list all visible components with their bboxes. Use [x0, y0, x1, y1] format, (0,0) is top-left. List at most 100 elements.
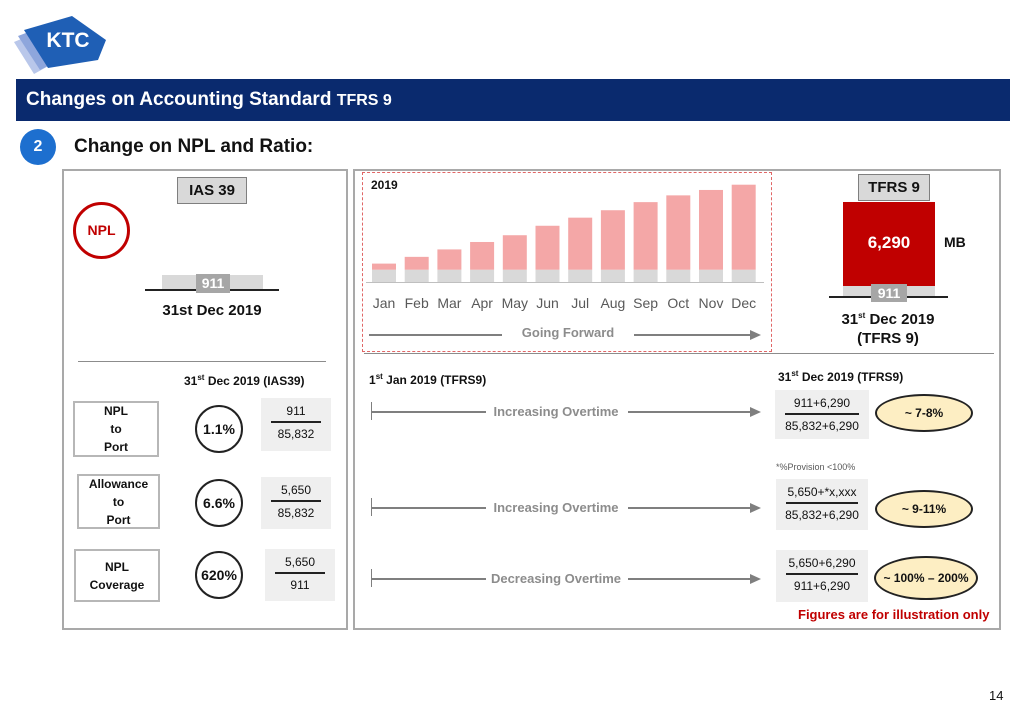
bar-increase-mar [437, 249, 462, 270]
forward-line-right [634, 334, 752, 336]
bar-base-sep [633, 269, 658, 282]
fraction-bar [271, 500, 321, 502]
ktc-logo: KTC [12, 14, 112, 76]
bar-increase-aug [600, 210, 625, 270]
denominator: 85,832 [277, 427, 315, 441]
trend-label: Increasing Overtime [493, 404, 619, 419]
tick-label-nov: Nov [699, 295, 724, 311]
tick-label-may: May [502, 295, 528, 311]
row-label-npl-to-port: NPL to Port [73, 401, 159, 457]
timeline-line [628, 507, 751, 509]
ias39-table-heading: 31st Dec 2019 (IAS39) [184, 373, 305, 388]
numerator: 5,650 [284, 555, 316, 569]
ratio-allowance-to-port: 6.6% [195, 479, 243, 527]
fraction-npl-to-port: 911 85,832 [261, 398, 331, 451]
bar-base-jun [535, 269, 560, 282]
bar-base-may [502, 269, 527, 282]
result-oval-npl-to-port: ~ 7-8% [875, 394, 973, 432]
denominator: 911 [290, 578, 310, 592]
ias39-label: IAS 39 [177, 177, 247, 204]
illustration-footnote: Figures are for illustration only [798, 607, 990, 622]
tfrs9-date: 31st Dec 2019 [841, 311, 935, 328]
row-label-npl-coverage: NPL Coverage [74, 549, 160, 602]
tick-label-dec: Dec [731, 295, 756, 311]
npl-monthly-chart: Jan Feb Mar Apr May Jun Jul Aug Sep Oct Nov Dec [366, 184, 764, 311]
denominator: 85,832+6,290 [785, 508, 859, 522]
ratio-npl-to-port: 1.1% [195, 405, 243, 453]
going-forward-label: Going Forward [521, 325, 615, 340]
unit-label: MB [944, 234, 966, 250]
denominator: 85,832+6,290 [785, 419, 859, 433]
tfrs9-fraction-allowance-to-port: 5,650+*x,xxx 85,832+6,290 [776, 479, 868, 530]
fraction-bar [271, 421, 321, 423]
tfrs9-date-line2: (TFRS 9) [857, 330, 919, 347]
tick-label-jan: Jan [373, 295, 396, 311]
tfrs9-fraction-npl-coverage: 5,650+6,290 911+6,290 [776, 550, 868, 602]
arrowhead [750, 574, 761, 584]
numerator: 911+6,290 [793, 396, 851, 410]
fraction-bar [275, 572, 325, 574]
fraction-bar [786, 573, 858, 575]
tick-label-sep: Sep [633, 295, 658, 311]
start-date-heading: 1st Jan 2019 (TFRS9) [369, 372, 487, 387]
arrowhead [750, 407, 761, 417]
divider [364, 353, 994, 354]
bar-increase-jun [535, 225, 560, 270]
row-label-allowance-to-port: Allowance to Port [77, 474, 160, 529]
timeline-line [371, 578, 486, 580]
numerator: 5,650 [280, 483, 312, 497]
tfrs9-new-value: 6,290 [867, 233, 911, 252]
fraction-allowance-to-port: 5,650 85,832 [261, 477, 331, 529]
tick-label-aug: Aug [600, 295, 625, 311]
tfrs9-new-npl-bar [843, 202, 935, 286]
tfrs9-base-value: 911 [871, 284, 907, 302]
bar-increase-jan [372, 263, 396, 270]
chart-title: 2019 [371, 178, 398, 192]
bar-increase-may [502, 235, 527, 270]
denominator: 911+6,290 [793, 579, 851, 593]
provision-note: *%Provision <100% [776, 462, 856, 472]
result-oval-npl-coverage: ~ 100% – 200% [874, 556, 978, 600]
ias39-panel [62, 169, 348, 630]
bar-base-mar [437, 269, 462, 282]
bar-increase-dec [731, 184, 756, 270]
timeline-line [371, 507, 486, 509]
tfrs9-panel [353, 169, 1001, 630]
denominator: 85,832 [277, 506, 315, 520]
tick-label-jun: Jun [536, 295, 559, 311]
numerator: 5,650+*x,xxx [787, 485, 857, 499]
bar-increase-feb [404, 256, 429, 270]
fraction-bar [786, 502, 858, 504]
tfrs9-fraction-npl-to-port: 911+6,290 85,832+6,290 [775, 390, 869, 439]
ias39-date: 31st Dec 2019 [162, 302, 262, 319]
timeline-line [371, 411, 486, 413]
tick-label-oct: Oct [667, 295, 689, 311]
numerator: 5,650+6,290 [788, 556, 856, 570]
bar-base-apr [470, 269, 495, 282]
trend-label: Increasing Overtime [493, 500, 619, 515]
bar-base-dec [731, 269, 756, 282]
tick-label-apr: Apr [471, 295, 493, 311]
npl-value-ias39: 911 [196, 274, 230, 293]
bar-increase-sep [633, 202, 658, 270]
slide-header: Changes on Accounting Standard TFRS 9 [16, 79, 1010, 121]
bar-increase-jul [568, 217, 593, 270]
fraction-npl-coverage: 5,650 911 [265, 549, 335, 601]
header-title-suffix: TFRS 9 [336, 92, 392, 109]
trend-label: Decreasing Overtime [490, 571, 622, 586]
tfrs9-label: TFRS 9 [858, 174, 930, 201]
tick-label-jul: Jul [571, 295, 589, 311]
logo-text: KTC [46, 29, 89, 52]
bar-base-nov [699, 269, 723, 282]
section-number: 2 [20, 129, 56, 165]
bar-base-jul [568, 269, 593, 282]
header-title: Changes on Accounting Standard [26, 89, 332, 110]
numerator: 911 [286, 404, 306, 418]
npl-badge: NPL [73, 202, 130, 259]
divider [78, 361, 326, 362]
fraction-bar [785, 413, 859, 415]
forward-line-left [369, 334, 502, 336]
end-date-heading: 31st Dec 2019 (TFRS9) [778, 369, 904, 384]
bar-increase-nov [699, 189, 723, 270]
result-oval-allowance-to-port: ~ 9-11% [875, 490, 973, 528]
